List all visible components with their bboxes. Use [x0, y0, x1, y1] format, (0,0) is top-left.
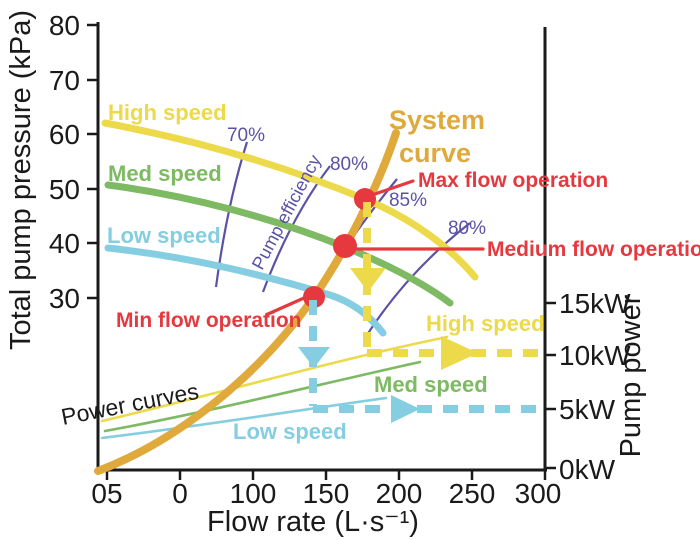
efficiency-70-label: 70%: [227, 125, 265, 146]
bottom-axis-title: Flow rate (L·s⁻¹): [207, 506, 419, 538]
pump-low-speed-label: Low speed: [107, 223, 221, 248]
power-med-speed-label: Med speed: [374, 372, 488, 397]
efficiency-80-left-label: 80%: [330, 154, 368, 175]
right-axis-ticks: [545, 301, 556, 470]
right-tick-label: 5kW: [559, 394, 616, 425]
y-tick-label: 80: [49, 10, 80, 41]
min-flow-down-arrow-icon: [298, 347, 330, 368]
max-flow-down-arrow-icon: [350, 268, 386, 292]
x-tick-label: 300: [515, 478, 562, 509]
efficiency-85-label: 85%: [389, 190, 427, 211]
right-tick-label: 15kW: [559, 288, 631, 319]
x-tick-label: 250: [449, 478, 496, 509]
x-tick-label: 150: [303, 478, 350, 509]
left-axis-title: Total pump pressure (kPa): [5, 10, 37, 350]
y-tick-label: 40: [49, 228, 80, 259]
x-tick-label: 200: [376, 478, 423, 509]
max-flow-right-arrow-icon: [441, 336, 478, 370]
power-low-speed-label: Low speed: [233, 419, 347, 444]
right-tick-label: 10kW: [559, 340, 631, 371]
pump-med-speed-label: Med speed: [108, 161, 222, 186]
power-curves-label: Power curves: [59, 378, 201, 430]
power-curve-med-speed: [103, 360, 422, 433]
x-tick-label: 0: [172, 478, 188, 509]
operating-point-medium: [333, 234, 357, 258]
right-axis-title: Pump power: [615, 294, 647, 457]
y-tick-label: 50: [49, 174, 80, 205]
pump-curve-high-speed: [101, 119, 479, 281]
y-tick-label: 30: [49, 283, 80, 314]
x-tick-label: 100: [230, 478, 277, 509]
operating-point-min: [303, 286, 325, 308]
medium-flow-operation-label: Medium flow operation: [487, 238, 700, 261]
min-flow-right-arrow-icon: [391, 395, 420, 423]
power-curve-high-speed: [100, 335, 449, 423]
right-tick-label: 0kW: [559, 454, 616, 485]
pump-high-speed-label: High speed: [108, 100, 227, 125]
y-tick-label: 60: [49, 119, 80, 150]
y-tick-label: 70: [49, 65, 80, 96]
power-curve-low-speed: [100, 396, 388, 440]
pump-curve-med-speed: [104, 181, 454, 307]
system-curve-label-line1: System: [389, 105, 485, 135]
max-flow-pointer-line: [373, 179, 415, 196]
x-tick-label: 05: [91, 478, 122, 509]
power-high-speed-label: High speed: [426, 311, 545, 336]
efficiency-80-right-label: 80%: [448, 218, 486, 239]
bottom-axis-ticks: [105, 470, 547, 480]
min-flow-operation-label: Min flow operation: [116, 309, 301, 332]
min-flow-pointer-line: [266, 296, 306, 316]
left-axis-ticks: [87, 23, 98, 300]
system-curve-label-line2: curve: [399, 138, 471, 168]
max-flow-operation-label: Max flow operation: [418, 169, 608, 192]
